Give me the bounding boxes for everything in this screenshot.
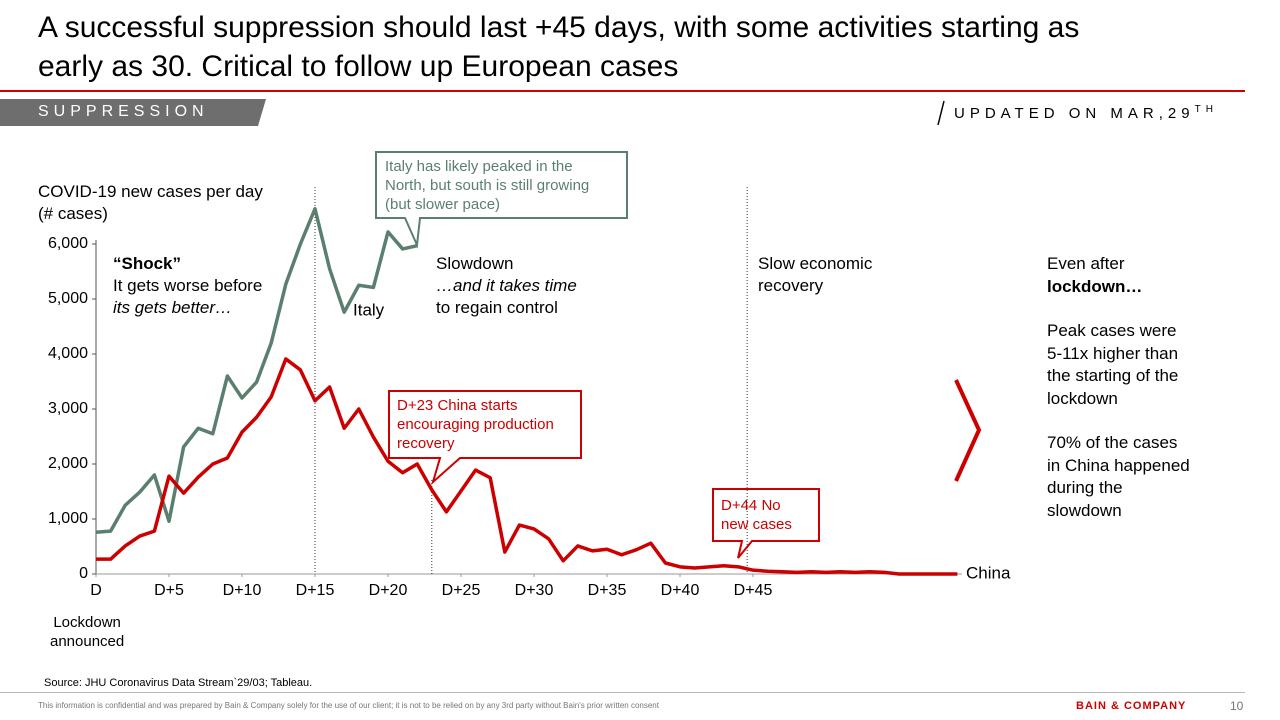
callout-line: recovery: [397, 435, 455, 452]
disclaimer: This information is confidential and was…: [38, 701, 659, 710]
callout-box: [375, 151, 628, 249]
header-rule: [0, 90, 1245, 92]
x-note-line: announced: [50, 633, 125, 650]
side-line: 5-11x higher than: [1047, 343, 1179, 363]
callout-line: D+44 No: [721, 497, 781, 514]
section-tag: SUPPRESSION: [38, 103, 209, 120]
title: A successful suppression should last +45…: [38, 8, 1079, 86]
series-label: Italy: [353, 300, 385, 319]
phase: “Shock” It gets worse before its gets be…: [113, 253, 262, 319]
callout-line: North, but south is still growing: [385, 177, 590, 194]
series-line: [96, 357, 958, 576]
callout-line: D+23 China starts: [397, 397, 518, 414]
phase-line: It gets worse before: [113, 276, 263, 295]
updated-sup: TH: [1194, 104, 1218, 115]
y-tick-label: 1,000: [48, 510, 88, 527]
y-title-line: COVID-19 new cases per day: [38, 182, 263, 201]
footer-rule: [0, 692, 1245, 693]
x-note: Lockdown announced: [50, 613, 124, 651]
x-tick-label: D+45: [734, 582, 773, 599]
brand: BAIN & COMPANY: [1076, 700, 1187, 712]
source: Source: JHU Coronavirus Data Stream`29/0…: [44, 677, 313, 689]
phase: Slowdown …and it takes time to regain co…: [436, 253, 577, 319]
callout: D+23 China starts encouraging production…: [397, 396, 554, 453]
callout-box: [388, 390, 582, 486]
x-tick-label: D+25: [442, 582, 481, 599]
phase-line: recovery: [758, 276, 824, 295]
y-title-line: (# cases): [38, 204, 108, 223]
updated-text: UPDATED ON MAR,29: [954, 105, 1195, 122]
callout-box: [712, 488, 820, 559]
phase: Slow economic recovery: [758, 253, 872, 297]
x-tick-label: D+5: [154, 582, 184, 599]
side-line: slowdown: [1047, 500, 1122, 520]
side-line: lockdown: [1047, 388, 1118, 408]
callout-line: encouraging production: [397, 416, 554, 433]
y-tick-label: 5,000: [48, 290, 88, 307]
side-line: the starting of the: [1047, 366, 1179, 385]
x-tick-label: D: [90, 582, 102, 599]
series-line: [95, 207, 418, 534]
phase-line: …and it takes time: [436, 276, 577, 295]
y-axis-title: COVID-19 new cases per day (# cases): [38, 181, 263, 225]
callout: Italy has likely peaked in the North, bu…: [385, 157, 589, 214]
y-tick-label: 4,000: [48, 345, 88, 362]
chevron: [954, 379, 982, 482]
title-line: A successful suppression should last +45…: [38, 11, 1080, 44]
callout-line: (but slower pace): [385, 196, 501, 213]
slash: [937, 100, 945, 126]
phase-heading: “Shock”: [113, 254, 182, 273]
phase-heading: Slow economic: [758, 254, 873, 273]
side-line: lockdown…: [1047, 276, 1143, 296]
callout: D+44 No new cases: [721, 496, 792, 534]
x-tick-label: D+15: [296, 582, 335, 599]
side-line: in China happened: [1047, 455, 1190, 475]
phase-heading: Slowdown: [436, 254, 514, 273]
side-line: during the: [1047, 478, 1123, 497]
x-tick-label: D+35: [588, 582, 627, 599]
y-tick-label: 2,000: [48, 455, 88, 472]
series-label: China: [966, 563, 1011, 582]
x-tick-label: D+20: [369, 582, 408, 599]
side-note: Even after lockdown… Peak cases were 5-1…: [1047, 253, 1190, 522]
title-line: early as 30. Critical to follow up Europ…: [38, 50, 679, 83]
page-number: 10: [1230, 699, 1244, 713]
x-tick-label: D+30: [515, 582, 554, 599]
side-line: 70% of the cases: [1047, 433, 1178, 452]
y-tick-label: 3,000: [48, 400, 88, 417]
x-tick-label: D+40: [661, 582, 700, 599]
section-tag-bg: [0, 99, 266, 126]
phase-line: its gets better…: [113, 298, 233, 317]
callout-line: Italy has likely peaked in the: [385, 158, 573, 175]
updated: UPDATED ON MAR,29TH: [954, 104, 1218, 122]
callout-line: new cases: [721, 516, 792, 533]
side-line: Even after: [1047, 254, 1125, 273]
x-note-line: Lockdown: [53, 614, 121, 631]
y-tick-label: 6,000: [48, 235, 88, 252]
phase-line: to regain control: [436, 298, 558, 317]
x-tick-label: D+10: [223, 582, 262, 599]
side-line: Peak cases were: [1047, 321, 1177, 340]
y-tick-label: 0: [79, 565, 88, 582]
